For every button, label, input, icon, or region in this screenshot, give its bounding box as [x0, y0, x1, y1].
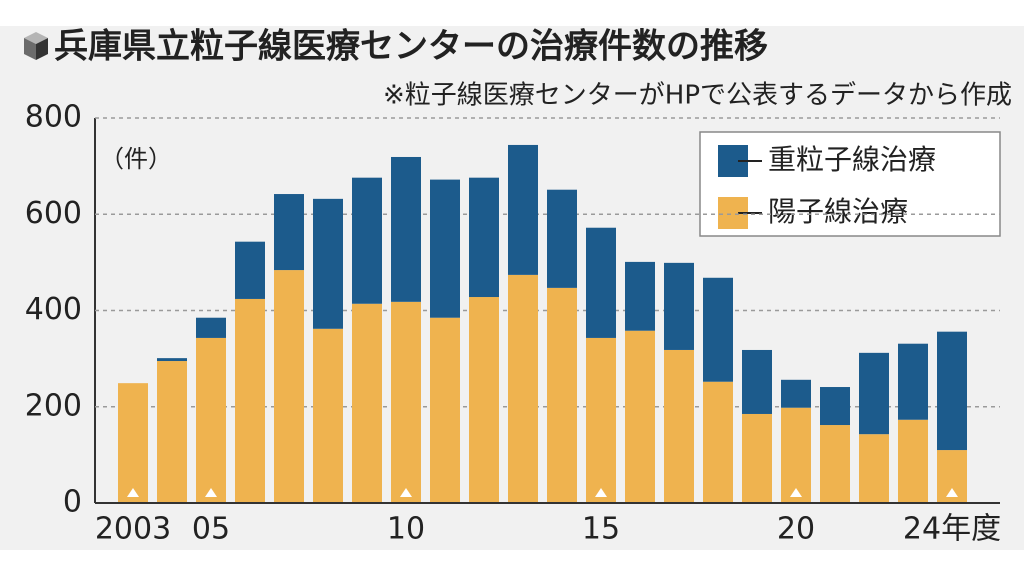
x-tick-label: 20 — [777, 512, 815, 547]
bar-segment — [742, 349, 772, 414]
tick-triangle — [205, 488, 217, 497]
tick-triangle — [127, 488, 139, 497]
bar-segment — [859, 434, 889, 503]
legend-box — [699, 131, 1001, 237]
bar-segment — [898, 419, 928, 503]
bar-segment — [547, 287, 577, 503]
chart-title: 兵庫県立粒子線医療センターの治療件数の推移 — [54, 27, 768, 67]
x-tick-label: 24年度 — [903, 512, 1001, 547]
y-tick-label: 400 — [25, 292, 82, 327]
bar-segment — [859, 352, 889, 435]
bar-segment — [235, 241, 265, 299]
bar-segment — [664, 262, 694, 350]
bar-segment — [664, 349, 694, 503]
bar-segment — [391, 301, 421, 503]
bar-segment — [157, 361, 187, 503]
bar-segment — [469, 177, 499, 298]
bar-segment — [781, 379, 811, 408]
bar-segment — [469, 297, 499, 503]
bar-segment — [352, 177, 382, 304]
bar-segment — [430, 179, 460, 318]
y-tick-label: 600 — [25, 196, 82, 231]
bar-segment — [586, 337, 616, 503]
bar-segment — [274, 270, 304, 503]
bar-segment — [820, 387, 850, 426]
bar-segment — [781, 407, 811, 503]
y-unit: （件） — [100, 145, 172, 173]
bar-segment — [625, 330, 655, 503]
bar-segment — [274, 194, 304, 271]
bar-segment — [196, 317, 226, 338]
tick-triangle — [790, 488, 802, 497]
bar-segment — [352, 303, 382, 503]
bar-segment — [313, 328, 343, 503]
x-tick-label: 15 — [582, 512, 620, 547]
bar-segment — [742, 413, 772, 503]
bar-segment — [157, 358, 187, 362]
bar-segment — [703, 381, 733, 503]
tick-triangle — [595, 488, 607, 497]
tick-triangle — [946, 488, 958, 497]
bar-segment — [898, 343, 928, 420]
bar-segment — [937, 331, 967, 451]
bar-segment — [508, 274, 538, 503]
legend-label: 重粒子線治療 — [768, 143, 936, 176]
title-icon — [24, 32, 48, 60]
y-tick-label: 800 — [25, 100, 82, 135]
x-tick-label: 05 — [192, 512, 230, 547]
y-tick-label: 0 — [63, 485, 82, 520]
x-tick-label: 2003 — [95, 512, 171, 547]
y-tick-label: 200 — [25, 388, 82, 423]
bar-segment — [625, 261, 655, 331]
x-tick-label: 10 — [387, 512, 425, 547]
bar-segment — [196, 337, 226, 503]
bar-segment — [391, 156, 421, 302]
bar-segment — [118, 383, 148, 503]
bar-segment — [703, 277, 733, 382]
legend-label: 陽子線治療 — [768, 195, 908, 228]
bar-segment — [235, 298, 265, 503]
bar-segment — [508, 144, 538, 275]
chart-subtitle: ※粒子線医療センターがHPで公表するデータから作成 — [383, 81, 1012, 111]
bar-segment — [586, 227, 616, 338]
bar-segment — [820, 425, 850, 503]
tick-triangle — [400, 488, 412, 497]
bar-segment — [313, 198, 343, 329]
bar-segment — [430, 317, 460, 503]
bar-segment — [547, 189, 577, 288]
